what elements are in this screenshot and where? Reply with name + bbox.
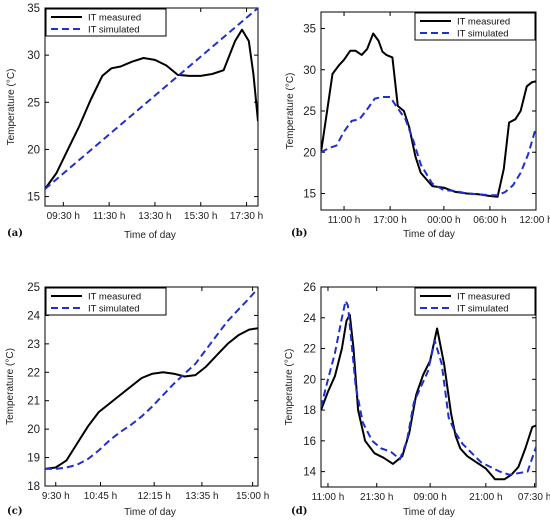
y-tick-label: 15 [303,189,316,201]
y-tick-label: 25 [27,97,40,109]
chart-panel-c: 18 19 20 21 22 23 24 25 9:30 h 10:45 h 12:15 h 13:3… [5,282,269,518]
x-tick-label: 9:30 h [42,491,70,502]
y-tick-label: 20 [303,147,316,159]
series-line-measured [45,327,258,470]
legend-box [414,287,536,316]
x-tick-label: 13:35 h [185,491,218,502]
y-tick-label: 20 [303,374,316,386]
y-tick-label: 18 [303,405,316,417]
y-tick-label: 22 [27,367,40,379]
y-tick-label: 21 [27,396,40,408]
panel-label: (b) [291,228,307,239]
y-tick-label: 35 [27,3,40,15]
chart-panel-a: 15 20 25 30 35 09:30 h 11:30 h 13:30 h 15:30 h 17… [6,3,263,241]
y-axis-label: Temperature (°C) [285,73,296,150]
x-tick-label: 09:00 h [413,492,446,503]
y-tick-label: 35 [303,24,316,36]
axes-box [320,286,537,488]
y-tick-label: 20 [27,424,40,436]
y-tick-label: 24 [303,313,316,325]
chart-panel-b: 15 20 25 30 35 11:00 h 17:00 h 00:00 h 06:00 h 12… [285,11,550,240]
y-tick-label: 20 [27,144,40,156]
y-tick-label: 14 [303,467,316,479]
x-tick-label: 12:00 h [519,215,550,226]
y-tick-label: 30 [303,65,316,77]
legend-label: IT measured [88,292,141,303]
x-tick-label: 17:30 h [230,211,263,222]
legend-label: IT simulated [88,304,140,315]
y-tick-label: 30 [27,50,40,62]
x-tick-label: 11:00 h [312,492,345,503]
y-axis-label: Temperature (°C) [5,348,16,425]
y-tick-label: 25 [27,282,40,294]
y-tick-label: 22 [303,344,316,356]
axes-box [320,11,537,211]
y-tick-label: 18 [27,481,40,493]
legend-box [414,12,536,41]
legend-label: IT measured [457,17,510,28]
legend-label: IT simulated [457,29,509,40]
x-axis-label: Time of day [124,230,176,241]
y-tick-label: 23 [27,339,40,351]
legend-label: IT simulated [88,25,140,36]
series-line-simulated [321,299,536,476]
x-tick-label: 06:00 h [473,215,506,226]
x-tick-label: 11:00 h [328,215,361,226]
x-tick-label: 09:30 h [47,211,80,222]
y-axis-label: Temperature (°C) [6,69,17,146]
x-axis-label: Time of day [403,229,455,240]
y-tick-label: 26 [303,282,316,294]
y-axis-label: Temperature (°C) [284,349,295,426]
series-line-simulated [45,287,258,470]
y-tick-label: 19 [27,453,40,465]
series-line-simulated [45,8,258,190]
panel-label: (d) [291,506,307,517]
x-axis-label: Time of day [124,507,176,518]
x-tick-label: 15:30 h [184,211,217,222]
y-tick-label: 24 [27,310,40,322]
series-line-measured [45,28,258,190]
x-tick-label: 13:30 h [138,211,171,222]
x-tick-label: 15:00 h [236,491,269,502]
y-tick-label: 15 [27,192,40,204]
legend-label: IT measured [457,292,510,303]
legend-box [45,8,167,37]
y-tick-label: 16 [303,436,316,448]
x-tick-label: 00:00 h [427,215,460,226]
legend-box [45,287,167,316]
axes-box [44,7,259,207]
series-line-measured [321,313,536,481]
y-tick-label: 25 [303,106,316,118]
x-axis-label: Time of day [403,507,455,518]
x-tick-label: 07:30 h [518,492,550,503]
x-tick-label: 21:00 h [469,492,502,503]
x-tick-label: 12:15 h [137,491,170,502]
chart-panel-d: 14 16 18 20 22 24 26 11:00 h 21:30 h 09:00 h 21:00… [284,282,550,518]
x-tick-label: 10:45 h [84,491,117,502]
legend-label: IT measured [88,13,141,24]
x-tick-label: 11:30 h [93,211,126,222]
panel-label: (c) [7,506,23,517]
x-tick-label: 17:00 h [373,215,406,226]
panel-label: (a) [7,228,23,239]
series-line-measured [321,32,536,198]
legend-label: IT simulated [457,304,509,315]
x-tick-label: 21:30 h [360,492,393,503]
series-line-simulated [321,96,536,197]
axes-box [44,286,259,487]
